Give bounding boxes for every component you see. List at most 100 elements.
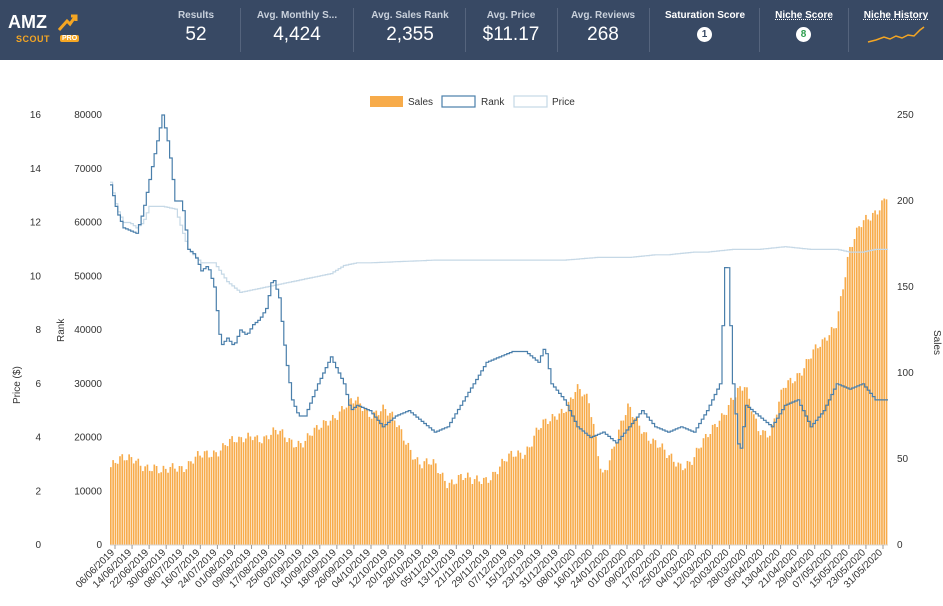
metric-avg-price[interactable]: Avg. Price $11.17: [466, 0, 556, 60]
sales-bar: [661, 443, 664, 545]
metric-value: $11.17: [482, 24, 540, 45]
sales-bar: [695, 447, 698, 545]
metric-avg-monthly-sales[interactable]: Avg. Monthly S... 4,424: [242, 0, 352, 60]
divider: [240, 8, 241, 52]
sales-bar: [780, 389, 783, 545]
sales-bar: [560, 408, 563, 545]
metric-avg-reviews[interactable]: Avg. Reviews 268: [558, 0, 648, 60]
metric-label: Avg. Sales Rank: [371, 10, 449, 21]
sales-bar: [583, 394, 586, 545]
sales-bar: [151, 471, 153, 545]
sales-bar: [682, 470, 684, 545]
sales-bar: [412, 459, 414, 545]
sales-tick-label: 0: [897, 540, 903, 551]
sales-bar: [714, 423, 716, 545]
sales-bar: [178, 466, 181, 545]
rank-tick-label: 10000: [74, 486, 102, 497]
sales-bar: [368, 416, 371, 545]
sales-bar: [370, 418, 373, 545]
sales-bar: [386, 415, 389, 545]
rank-line: [110, 114, 888, 449]
sales-bar: [235, 442, 238, 545]
metric-label: Avg. Price: [486, 10, 536, 21]
sales-bar: [446, 488, 449, 545]
sales-bar: [171, 463, 174, 545]
sales-axis-label: Sales: [931, 330, 942, 355]
logo-sub-text: SCOUT: [16, 34, 50, 44]
sales-bar: [295, 446, 297, 545]
sales-bar: [517, 450, 519, 545]
sales-bar: [304, 440, 307, 545]
sales-bar: [290, 439, 293, 545]
sales-bar: [716, 427, 719, 545]
sales-bar: [814, 344, 817, 545]
sales-bar: [212, 450, 215, 545]
sales-bar: [652, 438, 654, 545]
sales-bar: [162, 465, 165, 545]
sales-bar: [196, 451, 199, 545]
sales-bar: [457, 475, 460, 545]
sales-bar: [487, 482, 490, 545]
sales-bar: [677, 462, 680, 545]
sales-bar: [363, 408, 366, 545]
niche-score[interactable]: Niche Score 8: [762, 0, 846, 60]
sales-bar: [725, 414, 728, 545]
sales-bar: [727, 405, 730, 545]
sales-bar: [766, 437, 769, 545]
price-tick-label: 14: [30, 164, 42, 175]
sales-bar: [416, 457, 419, 545]
sales-bar: [563, 413, 565, 545]
metric-label: Avg. Monthly S...: [256, 10, 338, 21]
sales-bar: [656, 447, 659, 545]
sales-bar: [389, 413, 391, 545]
niche-history-sparkline[interactable]: [866, 24, 926, 46]
sales-bar: [169, 466, 172, 545]
sales-bar: [789, 377, 792, 545]
sales-bar: [718, 420, 721, 545]
sales-bar: [542, 419, 545, 545]
price-tick-label: 8: [35, 325, 41, 336]
sales-bar: [569, 397, 572, 545]
sales-bar: [670, 453, 673, 545]
sales-bar: [320, 427, 323, 545]
niche-history[interactable]: Niche History: [852, 0, 940, 60]
sales-bar: [686, 460, 689, 545]
price-line: [110, 181, 888, 293]
sales-bar: [222, 443, 224, 545]
sales-bar: [361, 410, 364, 545]
price-tick-label: 4: [35, 433, 41, 444]
sales-bar: [492, 471, 494, 545]
rank-tick-label: 0: [96, 540, 102, 551]
sales-bar: [494, 471, 497, 545]
sales-bar: [711, 424, 714, 545]
sales-bar: [638, 425, 641, 545]
sales-bar: [183, 472, 185, 545]
sales-bar: [281, 429, 284, 545]
metric-avg-sales-rank[interactable]: Avg. Sales Rank 2,355: [356, 0, 464, 60]
sales-bar: [803, 368, 805, 545]
sales-bar: [885, 199, 888, 545]
sales-bar: [167, 472, 169, 545]
sales-bar: [137, 458, 140, 545]
sales-bar: [604, 469, 606, 545]
sales-bar: [247, 432, 249, 545]
sales-bar: [496, 474, 499, 545]
sales-bar: [135, 460, 137, 545]
sales-bar: [185, 469, 188, 545]
sales-bar: [567, 401, 570, 545]
sales-bar: [114, 462, 117, 545]
sales-bar: [164, 468, 167, 545]
sales-bar: [839, 296, 842, 545]
chart-legend[interactable]: Sales Rank Price: [370, 95, 575, 108]
sales-bar: [261, 443, 263, 545]
sales-bar: [540, 428, 542, 545]
metric-results[interactable]: Results 52: [152, 0, 240, 60]
saturation-score[interactable]: Saturation Score 1: [652, 0, 758, 60]
sales-bar: [823, 337, 826, 545]
sales-bar: [869, 220, 872, 545]
sales-bar: [414, 459, 416, 545]
legend-price-label: Price: [552, 97, 575, 108]
sales-bar: [636, 417, 638, 545]
rank-tick-label: 80000: [74, 110, 102, 121]
sales-bar: [659, 447, 661, 545]
